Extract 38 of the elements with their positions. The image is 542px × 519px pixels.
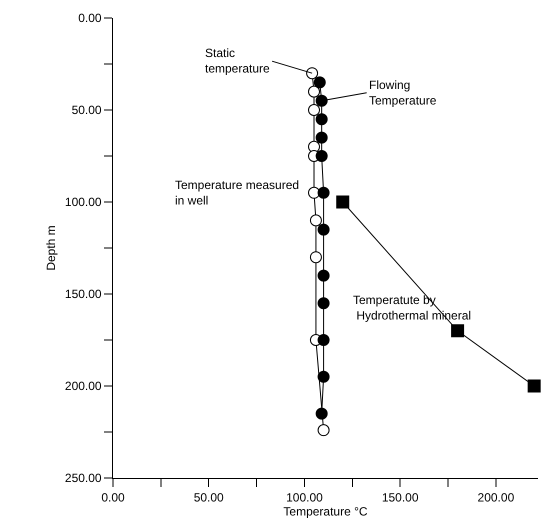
y-tick-label: 200.00 [64, 379, 102, 394]
x-tick-label: 150.00 [382, 490, 419, 504]
point [318, 370, 330, 383]
x-tick-label: 100.00 [286, 490, 324, 504]
y-axis-title: Depth m [44, 225, 58, 271]
point [310, 214, 322, 226]
x-tick-label: 0.00 [101, 490, 125, 504]
annotation: Temperature measured in well [175, 178, 300, 208]
point [310, 251, 322, 264]
point [316, 113, 328, 126]
point [306, 67, 318, 80]
x-tick-label: 50.00 [194, 490, 224, 504]
point [318, 424, 330, 436]
point [308, 86, 320, 98]
y-tick-label: 50.00 [72, 103, 102, 118]
point [316, 132, 328, 144]
point [308, 186, 320, 199]
point [318, 224, 330, 236]
x-axis-title: Temperature °C [283, 504, 368, 518]
point [316, 408, 328, 420]
point [336, 196, 350, 208]
point [451, 324, 464, 338]
point [528, 380, 541, 392]
point [318, 270, 330, 282]
x-tick-label: 200.00 [478, 490, 515, 504]
annotation: Static temperature [205, 46, 270, 76]
y-tick-label: 100.00 [64, 195, 102, 210]
y-tick-label: 150.00 [64, 287, 102, 302]
annotation: Flowing Temperature [369, 78, 437, 108]
point [308, 104, 320, 116]
point [314, 76, 326, 88]
y-tick-label: 0.00 [78, 11, 102, 26]
y-tick-label: 250.00 [64, 471, 102, 486]
point [316, 150, 328, 162]
point [318, 297, 330, 310]
point [316, 94, 328, 107]
point [318, 334, 330, 346]
point [318, 186, 330, 199]
